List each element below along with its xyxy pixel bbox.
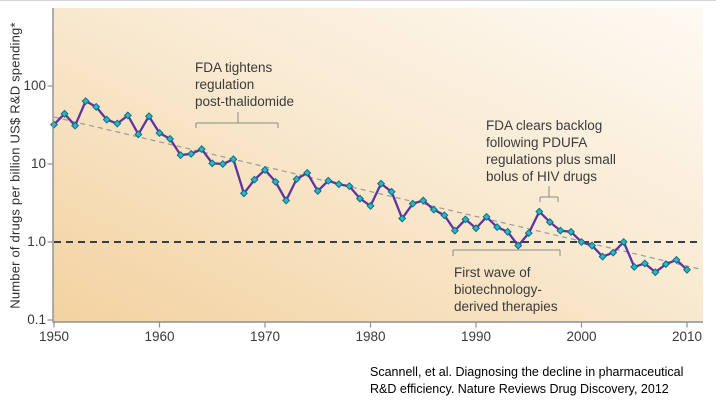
data-point-marker: [187, 149, 196, 158]
annotation-fda-thalidomide: FDA tightens regulation post-thalidomide: [195, 60, 295, 109]
data-point-marker: [144, 112, 153, 121]
data-point-marker: [535, 207, 544, 216]
data-point-marker: [556, 226, 565, 235]
data-point-marker: [377, 179, 386, 188]
data-point-marker: [229, 155, 238, 164]
data-point-marker: [208, 159, 217, 168]
data-point-marker: [524, 229, 533, 238]
x-tick-label: 1990: [460, 329, 492, 344]
annotation-bracket: [452, 249, 561, 256]
data-point-marker: [482, 212, 491, 221]
data-point-marker: [651, 268, 660, 277]
data-point-marker: [682, 265, 692, 274]
x-tick-label: 2010: [671, 329, 703, 344]
data-point-marker: [366, 201, 375, 210]
x-tick-label: 2000: [566, 329, 597, 344]
plot-background: [53, 8, 703, 322]
data-point-marker: [503, 227, 512, 236]
data-point-marker: [60, 109, 69, 118]
data-point-marker: [598, 252, 607, 261]
data-point-marker: [450, 226, 459, 235]
data-point-marker: [514, 241, 523, 250]
data-point-marker: [102, 115, 111, 124]
data-point-marker: [166, 134, 175, 143]
data-point-marker: [123, 111, 132, 120]
data-point-marker: [588, 241, 597, 250]
data-point-marker: [355, 194, 364, 203]
data-point-marker: [113, 119, 122, 128]
data-point-marker: [303, 168, 312, 177]
y-tick-label: 10: [30, 156, 46, 171]
data-point-marker: [387, 187, 396, 196]
annotation-fda-pdufa-hiv: FDA clears backlog following PDUFA regul…: [486, 118, 616, 184]
data-point-marker: [440, 211, 449, 220]
annotation-bracket: [539, 186, 559, 202]
data-point-marker: [609, 248, 618, 257]
data-point-marker: [334, 180, 343, 189]
data-point-marker: [155, 128, 164, 137]
x-tick-label: 1960: [144, 329, 175, 344]
data-point-marker: [408, 199, 417, 208]
annotation-biotech-first-wave: First wave of biotechnology- derived the…: [454, 265, 558, 314]
data-point-marker: [640, 259, 649, 268]
data-point-marker: [461, 215, 470, 224]
data-point-marker: [471, 224, 481, 233]
data-point-marker: [197, 145, 206, 154]
y-tick-label: 100: [23, 78, 46, 93]
frame-top-edge: [0, 0, 716, 1]
citation: Scannell, et al. Diagnosing the decline …: [370, 365, 684, 396]
data-point-marker: [313, 187, 322, 196]
data-point-marker: [661, 260, 670, 269]
data-point-marker: [282, 196, 291, 205]
data-point-marker: [672, 255, 681, 264]
data-point-marker: [566, 227, 575, 236]
data-point-marker: [239, 189, 248, 198]
data-point-marker: [134, 130, 143, 139]
data-point-marker: [545, 218, 554, 227]
data-point-marker: [324, 176, 333, 185]
data-point-marker: [419, 196, 428, 205]
data-point-marker: [619, 237, 628, 247]
y-tick-label: 0.1: [27, 312, 46, 327]
data-point-marker: [577, 237, 586, 247]
data-point-marker: [176, 151, 185, 160]
x-tick-label: 1950: [38, 329, 70, 344]
data-point-marker: [271, 177, 280, 186]
data-point-marker: [250, 175, 259, 184]
x-tick-label: 1970: [249, 329, 281, 344]
data-point-marker: [630, 262, 639, 271]
data-point-marker: [81, 97, 90, 106]
axes: [52, 8, 703, 323]
x-tick-label: 1980: [355, 329, 386, 344]
data-point-marker: [429, 205, 438, 214]
data-point-marker: [493, 223, 502, 232]
data-point-marker: [292, 175, 301, 184]
data-point-marker: [260, 165, 270, 174]
y-tick-label: 1.0: [27, 234, 46, 249]
data-point-marker: [398, 214, 407, 223]
annotation-bracket: [195, 112, 279, 128]
data-point-marker: [218, 159, 227, 169]
data-point-marker: [345, 182, 354, 191]
data-point-marker: [92, 102, 101, 111]
data-point-marker: [71, 121, 80, 130]
